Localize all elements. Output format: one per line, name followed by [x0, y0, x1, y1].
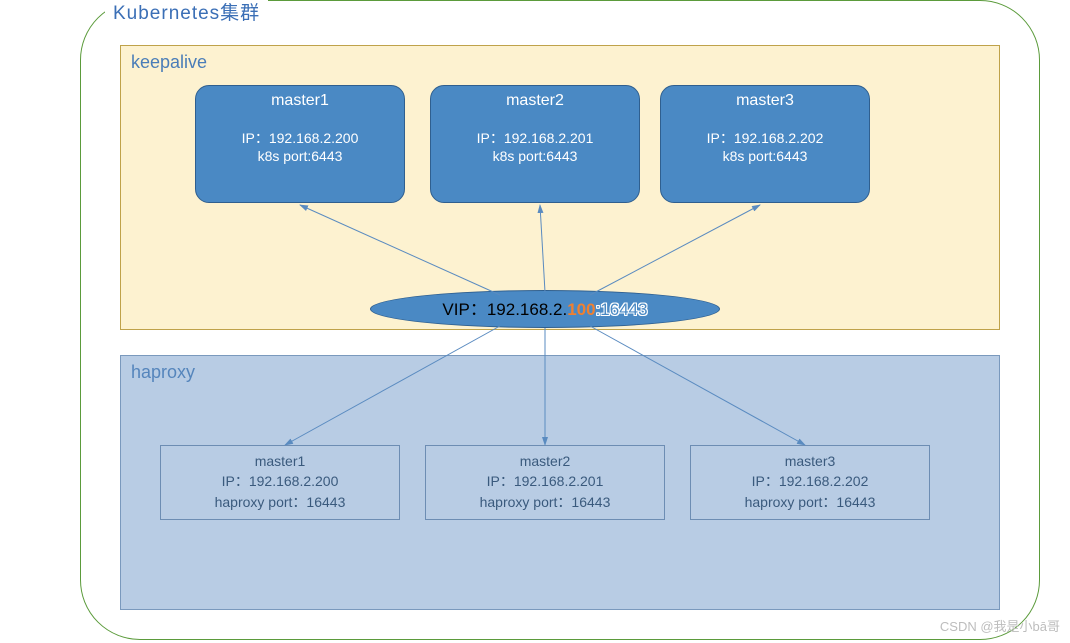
- node-ip: IP：192.168.2.200: [161, 471, 399, 491]
- node-ip: IP：192.168.2.202: [661, 128, 869, 148]
- vip-port: 16443: [600, 300, 647, 319]
- node-ip: IP：192.168.2.201: [426, 471, 664, 491]
- keepalive-node-master1: master1 IP：192.168.2.200 k8s port:6443: [195, 85, 405, 203]
- node-port: haproxy port：16443: [426, 492, 664, 512]
- watermark: CSDN @我是小bā哥: [940, 616, 1060, 635]
- haproxy-node-master2: master2 IP：192.168.2.201 haproxy port：16…: [425, 445, 665, 520]
- keepalive-node-master3: master3 IP：192.168.2.202 k8s port:6443: [660, 85, 870, 203]
- node-title: master2: [426, 451, 664, 471]
- node-ip: IP：192.168.2.200: [196, 128, 404, 148]
- node-title: master3: [691, 451, 929, 471]
- cluster-title: Kubernetes集群: [105, 0, 268, 25]
- node-port: k8s port:6443: [431, 148, 639, 164]
- node-port: haproxy port：16443: [691, 492, 929, 512]
- node-title: master1: [161, 451, 399, 471]
- haproxy-node-master3: master3 IP：192.168.2.202 haproxy port：16…: [690, 445, 930, 520]
- node-ip: IP：192.168.2.202: [691, 471, 929, 491]
- vip-ellipse: VIP：192.168.2.100:16443: [370, 290, 720, 328]
- vip-ip-part: 192.168.2.: [487, 300, 567, 319]
- keepalive-node-master2: master2 IP：192.168.2.201 k8s port:6443: [430, 85, 640, 203]
- haproxy-label: haproxy: [131, 362, 195, 383]
- vip-prefix: VIP：: [442, 300, 486, 319]
- keepalive-label: keepalive: [131, 52, 207, 73]
- node-port: k8s port:6443: [196, 148, 404, 164]
- node-port: haproxy port：16443: [161, 492, 399, 512]
- haproxy-node-master1: master1 IP：192.168.2.200 haproxy port：16…: [160, 445, 400, 520]
- node-title: master1: [196, 92, 404, 110]
- node-port: k8s port:6443: [661, 148, 869, 164]
- node-ip: IP：192.168.2.201: [431, 128, 639, 148]
- vip-highlight: 100: [567, 300, 595, 319]
- node-title: master3: [661, 92, 869, 110]
- node-title: master2: [431, 92, 639, 110]
